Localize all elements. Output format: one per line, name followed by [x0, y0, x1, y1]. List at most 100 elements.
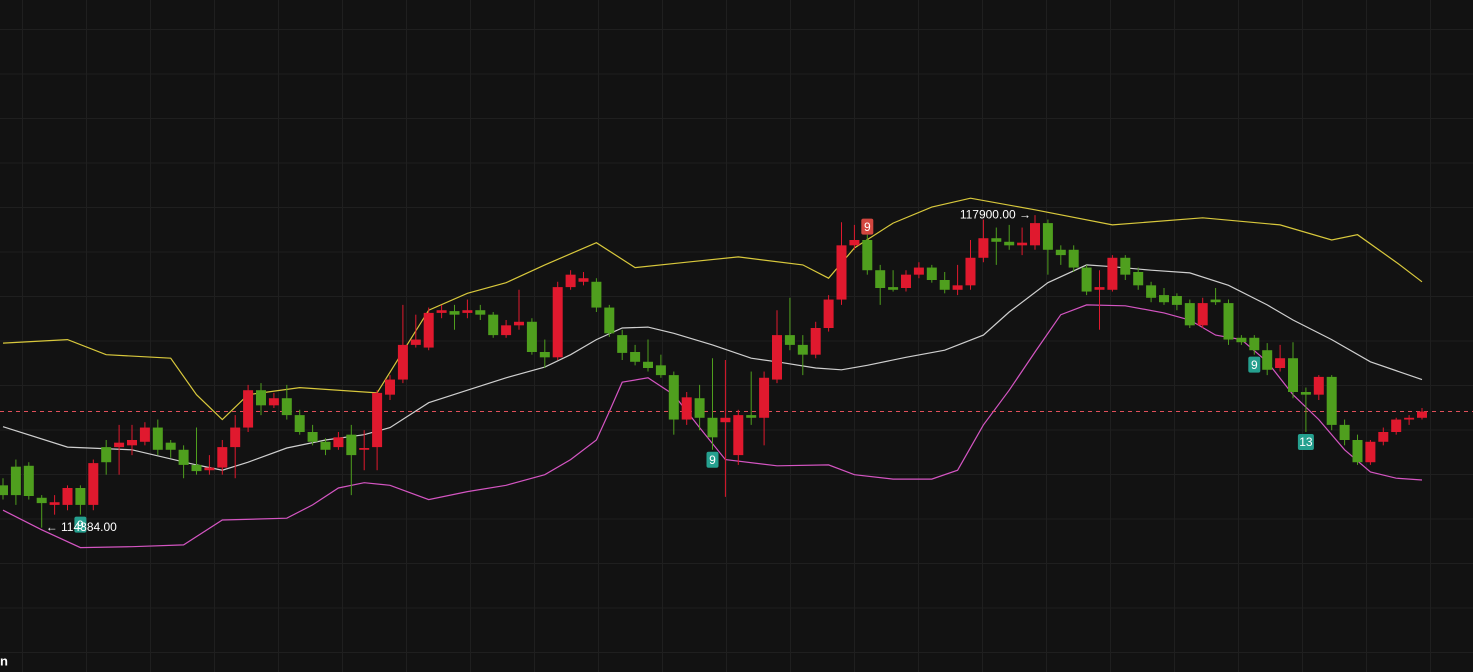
candle-body: [526, 321, 537, 352]
candle-body: [1275, 358, 1286, 368]
candle-body: [978, 238, 989, 258]
candle-body: [849, 240, 860, 246]
extreme-label: 117900.00 →: [960, 207, 1031, 221]
band-line: [2, 197, 1423, 421]
candle-body: [320, 441, 331, 450]
candle-body: [1417, 411, 1427, 418]
candle-body: [901, 274, 911, 288]
candle-body: [1391, 419, 1402, 432]
candle-body: [294, 415, 305, 432]
candle-body: [307, 432, 318, 442]
signal-badge: [861, 218, 874, 235]
extreme-label: ← 114384.00: [46, 520, 117, 534]
signal-badge: [706, 451, 719, 468]
candle-body: [707, 417, 718, 438]
candle-body: [926, 267, 937, 280]
candle-body: [397, 344, 408, 380]
candle-body: [759, 377, 770, 418]
signal-count: 9: [864, 220, 871, 234]
candle-body: [1236, 337, 1247, 343]
candle-body: [1313, 376, 1324, 395]
candle-body: [1146, 285, 1157, 298]
candle-body: [256, 390, 266, 406]
candle-body: [591, 281, 602, 308]
candle-body: [1042, 223, 1053, 250]
candle-body: [733, 415, 744, 456]
candle-body: [604, 307, 615, 334]
candle-body: [359, 448, 370, 450]
candle-body: [823, 299, 834, 328]
candle-body: [1249, 337, 1260, 351]
candle-body: [449, 311, 460, 315]
candle-body: [1210, 299, 1221, 303]
candle-body: [230, 427, 241, 448]
candle-body: [952, 285, 963, 290]
candle-body: [655, 365, 666, 376]
candle-body: [1352, 440, 1363, 463]
candle-body: [165, 442, 176, 450]
candle-body: [784, 335, 795, 345]
candle-body: [772, 335, 782, 380]
candle-body: [1081, 267, 1092, 292]
signal-badge: [1297, 434, 1314, 450]
candle-body: [681, 397, 692, 420]
candle-body: [875, 270, 886, 288]
candle-body: [49, 502, 60, 505]
candle-body: [462, 310, 473, 313]
candle-body: [1365, 441, 1376, 463]
candle-body: [114, 442, 125, 448]
signal-count: 13: [1299, 435, 1313, 449]
candle-body: [268, 398, 279, 406]
candle-body: [1017, 242, 1028, 246]
signal-count: 9: [77, 518, 84, 532]
candle-body: [913, 267, 924, 275]
candle-body: [836, 245, 847, 300]
candle-body: [333, 437, 344, 448]
candle-body: [1004, 241, 1015, 246]
candle-body: [939, 280, 950, 290]
candle-body: [281, 398, 292, 416]
candle-body: [1300, 392, 1311, 395]
candle-body: [10, 466, 21, 496]
signal-badge: [1248, 356, 1261, 373]
candle-body: [552, 287, 563, 358]
candle-body: [75, 488, 86, 505]
candle-body: [372, 392, 383, 448]
corner-text: n: [0, 653, 8, 668]
candle-body: [720, 417, 731, 423]
candle-body: [501, 325, 512, 336]
candle-body: [410, 339, 421, 345]
signal-count: 9: [1251, 358, 1258, 372]
candle-body: [101, 447, 112, 463]
candle-body: [539, 352, 550, 358]
signal-badge: [74, 516, 87, 533]
candle-body: [1159, 295, 1169, 303]
candle-body: [0, 485, 8, 496]
band-line: [2, 264, 1423, 471]
candle-body: [488, 314, 499, 336]
signal-count: 9: [709, 453, 716, 467]
candle-body: [810, 328, 821, 355]
candle-body: [346, 434, 357, 456]
candle-body: [1094, 287, 1105, 290]
candle-body: [1133, 272, 1144, 286]
candle-body: [243, 390, 254, 428]
candle-body: [436, 310, 447, 313]
candle-body: [1288, 358, 1298, 392]
candle-body: [62, 488, 73, 505]
candle-body: [991, 238, 1002, 242]
candle-body: [1171, 296, 1182, 305]
candle-body: [746, 415, 757, 418]
candle-body: [23, 465, 34, 496]
candle-body: [1404, 417, 1415, 420]
candle-body: [191, 464, 202, 472]
candle-body: [152, 427, 163, 450]
candle-body: [643, 361, 653, 368]
candle-body: [36, 497, 47, 504]
candle-body: [88, 463, 99, 505]
candle-body: [1197, 303, 1208, 326]
candle-body: [1068, 249, 1079, 268]
candle-body: [862, 240, 873, 271]
candle-body: [1339, 424, 1350, 440]
